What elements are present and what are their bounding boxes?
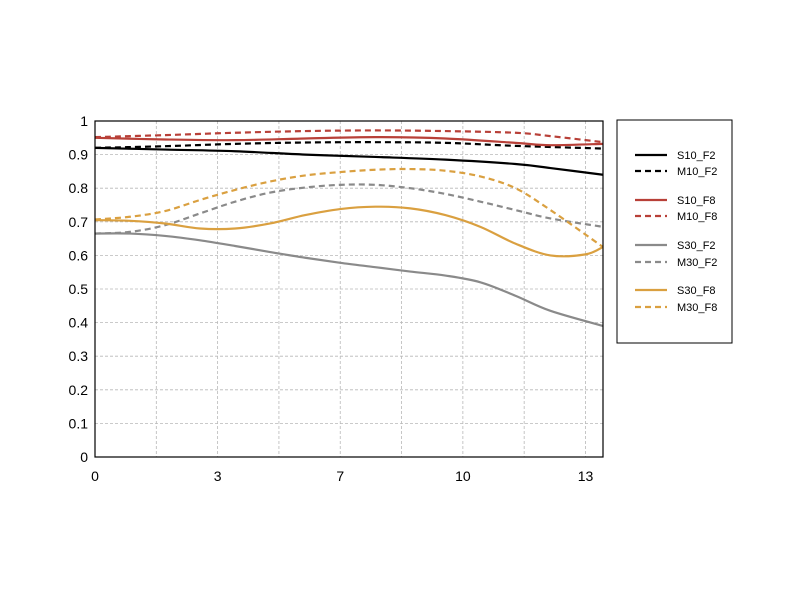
- legend-label: S30_F2: [677, 240, 716, 252]
- series-line-s10-f2: [94, 146, 604, 176]
- series-line-s30-f8: [94, 205, 604, 258]
- legend-label: S10_F8: [677, 195, 716, 207]
- y-tick-label: 0.6: [69, 247, 89, 263]
- x-tick-label: 7: [336, 468, 344, 484]
- legend-label: S30_F8: [677, 285, 716, 297]
- x-tick-label: 13: [578, 468, 594, 484]
- series-layer: [94, 129, 604, 328]
- y-tick-label: 0.7: [69, 214, 89, 230]
- y-tick-label: 0.8: [69, 180, 89, 196]
- legend-label: M30_F8: [677, 302, 717, 314]
- y-tick-label: 0.2: [69, 382, 89, 398]
- series-line-s30-f2: [94, 232, 604, 328]
- x-tick-label: 3: [214, 468, 222, 484]
- grid-layer: [94, 120, 604, 458]
- y-tick-label: 1: [80, 113, 88, 129]
- tick-labels: 00.10.20.30.40.50.60.70.80.910 3 7 10 13: [69, 113, 594, 484]
- x-tick-label: 10: [455, 468, 471, 484]
- y-tick-label: 0.4: [69, 315, 89, 331]
- y-tick-label: 0.1: [69, 415, 89, 431]
- series-line-m30-f2: [94, 183, 604, 235]
- legend: S10_F2 M10_F2 S10_F8 M10_F8 S30_F2 M30_F2 S30_…: [616, 119, 733, 344]
- series-line-m10-f2: [94, 141, 604, 150]
- series-line-s10-f8: [94, 136, 604, 147]
- y-tick-label: 0.5: [69, 281, 89, 297]
- legend-label: M30_F2: [677, 257, 717, 269]
- y-tick-label: 0: [80, 449, 88, 465]
- y-tick-label: 0.9: [69, 147, 89, 163]
- legend-label: M10_F8: [677, 211, 717, 223]
- legend-frame: [616, 119, 733, 344]
- legend-label: S10_F2: [677, 150, 716, 162]
- x-tick-label: 0: [91, 468, 99, 484]
- series-line-m30-f8: [94, 167, 604, 248]
- series-line-m10-f8: [94, 129, 604, 144]
- legend-label: M10_F2: [677, 166, 717, 178]
- plot-area-frame: [94, 120, 604, 458]
- y-tick-label: 0.3: [69, 348, 89, 364]
